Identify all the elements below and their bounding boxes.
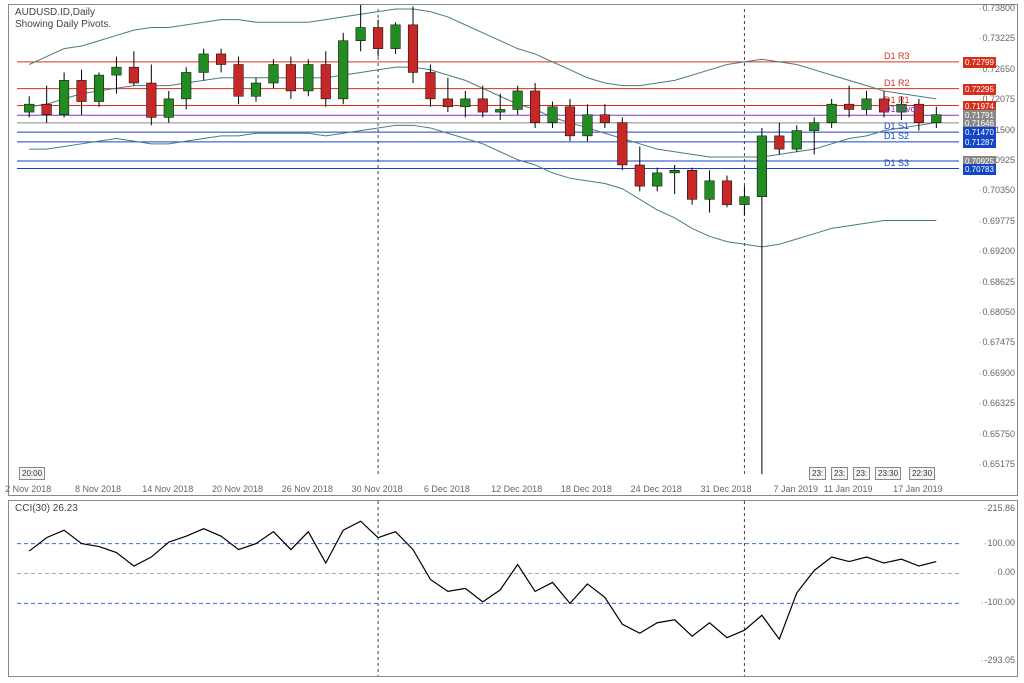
time-box: 23: <box>853 467 870 480</box>
time-box: 23: <box>831 467 848 480</box>
cci-panel[interactable]: CCI(30) 26.23 -215.86-100.00-0.00--100.0… <box>8 500 1018 677</box>
price-tick: -0.67475 <box>9 338 1017 347</box>
time-tick: 17 Jan 2019 <box>893 484 943 494</box>
cci-tick: --293.05 <box>9 656 1017 665</box>
price-tick: -0.70350 <box>9 186 1017 195</box>
pivot-label: D1 R1 <box>884 95 910 105</box>
pivot-value-box: 0.70783 <box>963 164 996 175</box>
time-tick: 12 Dec 2018 <box>491 484 542 494</box>
pivot-label: D1 R3 <box>884 51 910 61</box>
time-box: 23:30 <box>875 467 901 480</box>
time-tick: 18 Dec 2018 <box>561 484 612 494</box>
cci-tick: --100.00 <box>9 598 1017 607</box>
price-tick: -0.68625 <box>9 278 1017 287</box>
time-box: 22:30 <box>909 467 935 480</box>
time-tick: 24 Dec 2018 <box>631 484 682 494</box>
time-axis: 2 Nov 2018 8 Nov 2018 14 Nov 2018 20 Nov 20… <box>8 480 1016 494</box>
time-tick: 14 Nov 2018 <box>142 484 193 494</box>
time-box: 23: <box>809 467 826 480</box>
price-tick: -0.72650 <box>9 65 1017 74</box>
price-tick: -0.68050 <box>9 308 1017 317</box>
pivot-label: D1 R2 <box>884 78 910 88</box>
time-tick: 20 Nov 2018 <box>212 484 263 494</box>
price-tick: -0.73225 <box>9 34 1017 43</box>
pivot-label: D1 S2 <box>884 131 909 141</box>
time-tick: 30 Nov 2018 <box>352 484 403 494</box>
time-tick: 7 Jan 2019 <box>773 484 818 494</box>
price-tick: -0.70925 <box>9 156 1017 165</box>
time-tick: 26 Nov 2018 <box>282 484 333 494</box>
pivot-value-box: 0.71287 <box>963 137 996 148</box>
cci-tick: -0.00 <box>9 568 1017 577</box>
cci-tick: -100.00 <box>9 539 1017 548</box>
price-tick: -0.69775 <box>9 217 1017 226</box>
price-tick: -0.72075 <box>9 95 1017 104</box>
time-tick: 6 Dec 2018 <box>424 484 470 494</box>
pivot-label: D1 S3 <box>884 158 909 168</box>
pivot-label: D1 S1 <box>884 121 909 131</box>
pivot-label: D1 Pivot <box>884 104 918 114</box>
time-tick: 2 Nov 2018 <box>5 484 51 494</box>
time-tick: 11 Jan 2019 <box>824 484 873 494</box>
price-tick: -0.71500 <box>9 126 1017 135</box>
price-chart-panel[interactable]: AUDUSD.ID,Daily Showing Daily Pivots. -0… <box>8 4 1018 496</box>
cci-tick: -215.86 <box>9 504 1017 513</box>
price-tick: -0.65750 <box>9 430 1017 439</box>
time-box: 20:00 <box>19 467 45 480</box>
pivot-value-box: 0.72799 <box>963 57 996 68</box>
price-tick: -0.66325 <box>9 399 1017 408</box>
time-tick: 8 Nov 2018 <box>75 484 121 494</box>
price-tick: -0.66900 <box>9 369 1017 378</box>
cci-svg <box>9 501 1017 676</box>
price-tick: -0.73800 <box>9 4 1017 13</box>
price-tick: -0.69200 <box>9 247 1017 256</box>
pivot-value-box: 0.72295 <box>963 84 996 95</box>
time-tick: 31 Dec 2018 <box>700 484 751 494</box>
